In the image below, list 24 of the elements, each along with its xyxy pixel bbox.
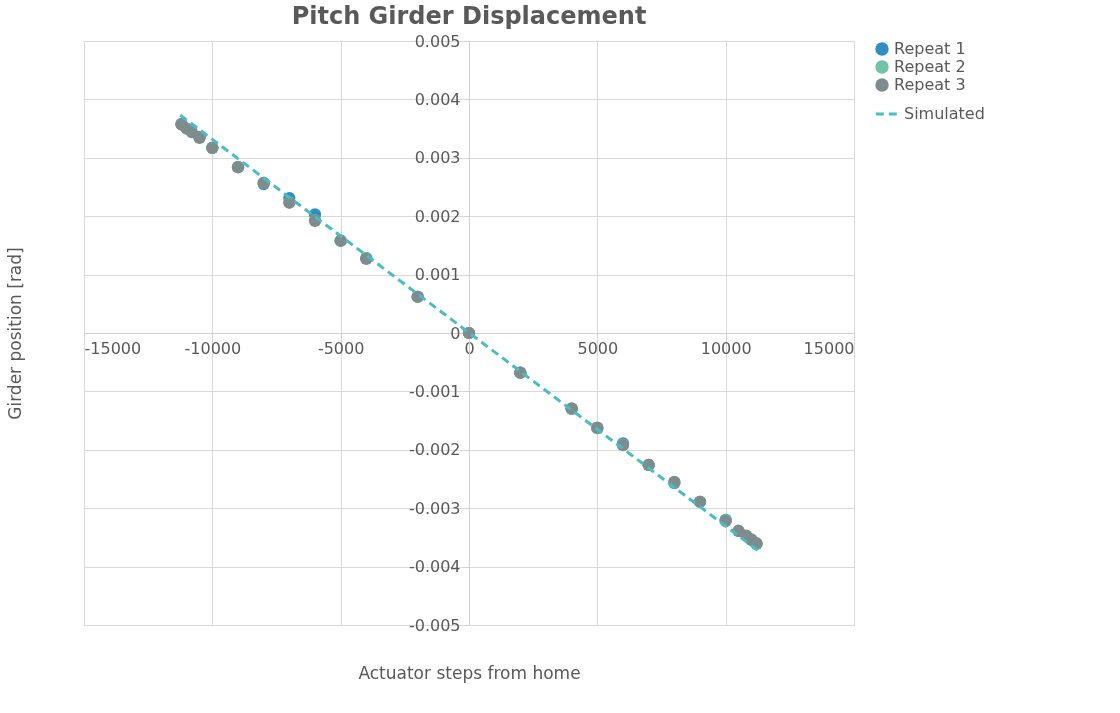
- x-tick-label: -5000: [317, 338, 365, 358]
- x-tick-label: 5000: [577, 338, 619, 358]
- y-tick-label: -0.001: [408, 381, 461, 401]
- y-tick-label: -0.002: [408, 440, 461, 460]
- y-axis-title: Girder position [rad]: [4, 247, 25, 420]
- x-axis-title: Actuator steps from home: [358, 662, 581, 683]
- x-tick-label: 15000: [803, 338, 855, 358]
- y-tick-label: 0: [450, 323, 461, 343]
- y-tick-label: -0.005: [408, 615, 461, 635]
- y-tick-label: 0.004: [414, 89, 461, 109]
- y-tick-label: -0.004: [408, 557, 461, 577]
- y-tick-label: 0.002: [414, 206, 461, 226]
- y-tick-label: 0.003: [414, 148, 461, 168]
- x-tick-label: -10000: [184, 338, 242, 358]
- y-tick-label: -0.003: [408, 498, 461, 518]
- y-tick-label: 0.005: [414, 31, 461, 51]
- legend-label: Repeat 2: [894, 57, 966, 76]
- chart-title: Pitch Girder Displacement: [291, 2, 647, 30]
- y-tick-label: 0.001: [414, 265, 461, 285]
- legend-label: Repeat 1: [894, 39, 966, 58]
- x-tick-label: -15000: [84, 338, 142, 358]
- x-tick-label: 10000: [700, 338, 752, 358]
- legend-label: Repeat 3: [894, 75, 966, 94]
- legend-label: Simulated: [904, 104, 985, 123]
